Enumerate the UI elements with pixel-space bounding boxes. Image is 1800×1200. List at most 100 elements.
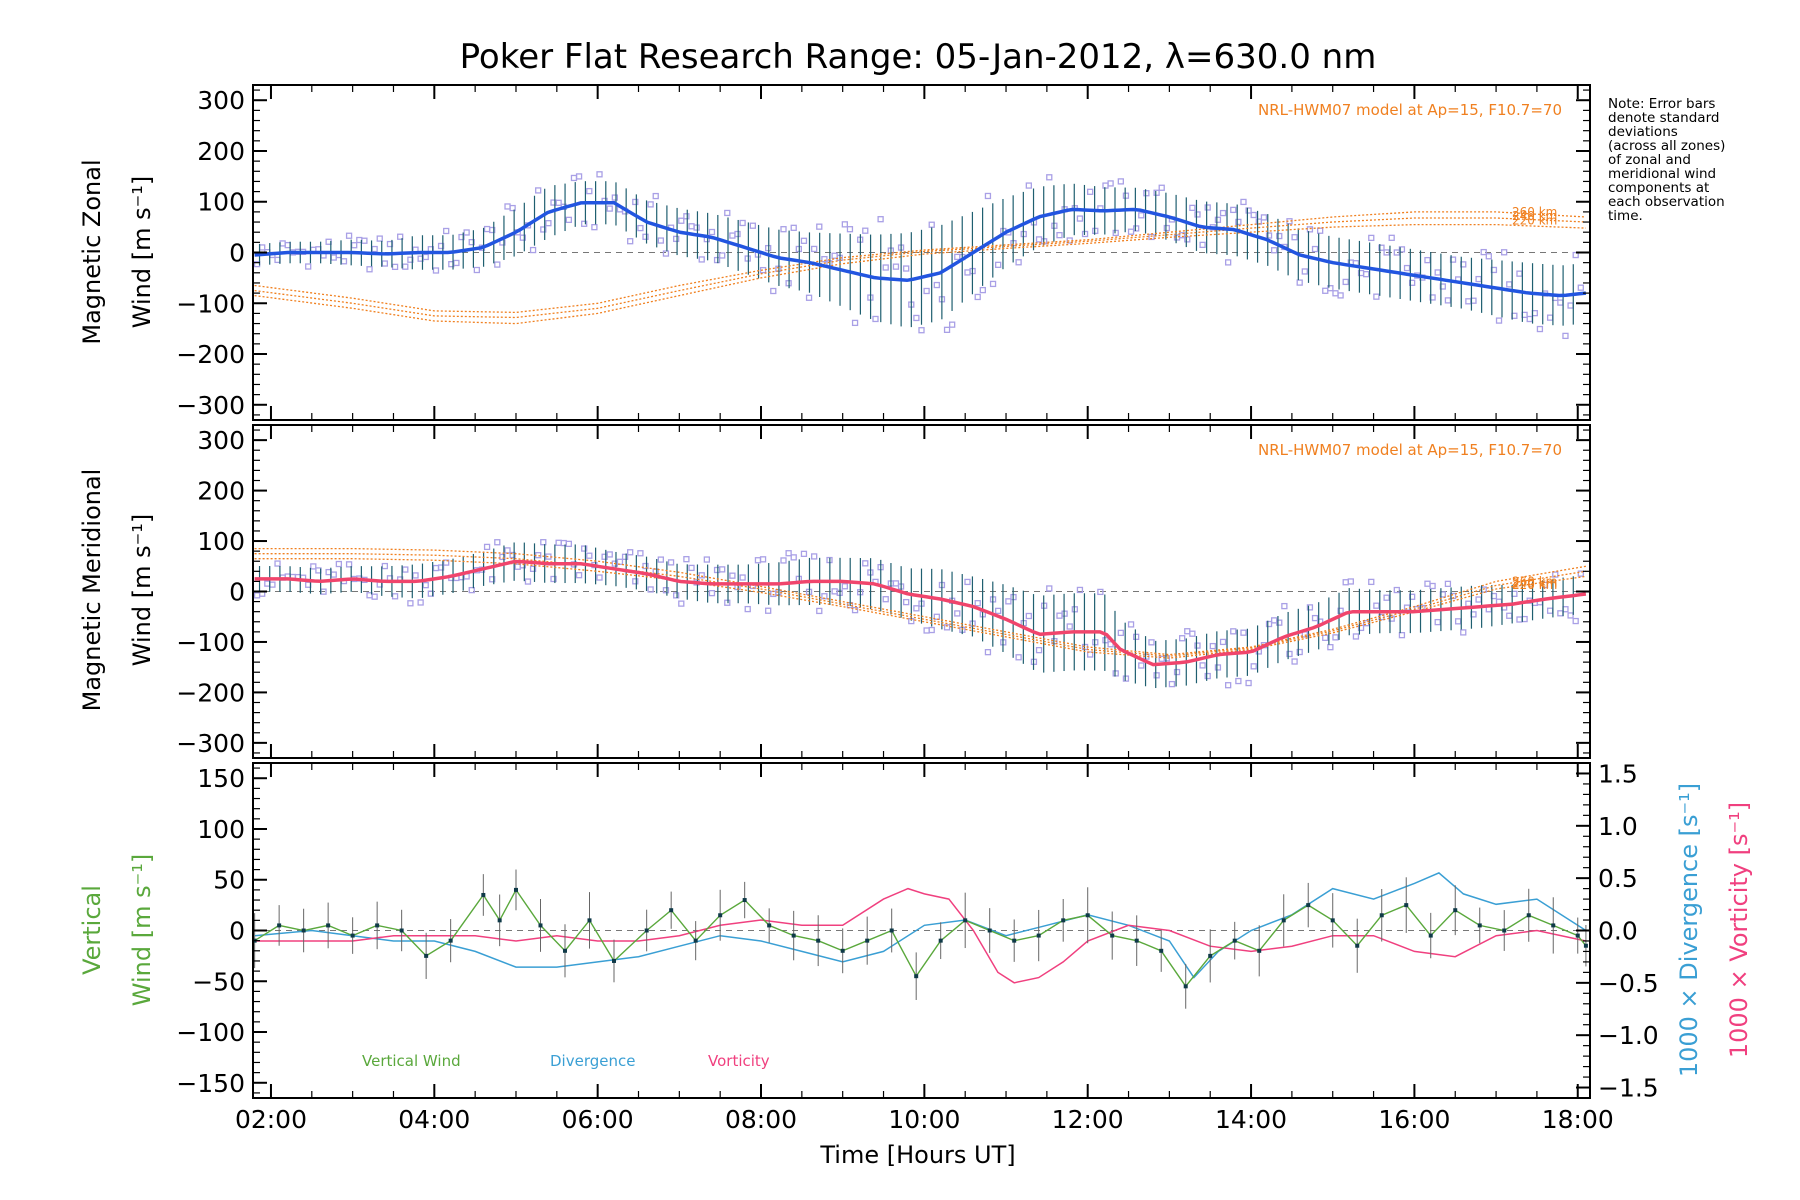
zone-sample-marker (713, 566, 721, 574)
vertical-wind-point (1012, 938, 1017, 943)
right-y-tick-label: 1.5 (1598, 759, 1638, 788)
zone-sample-marker (943, 326, 951, 333)
model-altitude-label: 220 km (1512, 578, 1557, 592)
zone-sample-marker (1265, 232, 1273, 239)
vertical-wind-point (914, 974, 919, 979)
zone-sample-marker (1306, 226, 1314, 233)
zone-sample-marker (1322, 634, 1329, 641)
zone-sample-marker (974, 293, 981, 301)
vertical-wind-point (1036, 933, 1041, 938)
zone-sample-marker (1219, 638, 1227, 646)
zone-sample-marker (1577, 570, 1584, 577)
zone-sample-marker (780, 226, 787, 233)
zone-sample-marker (1342, 579, 1349, 586)
zone-sample-marker (529, 565, 537, 573)
y-tick-label: 200 (197, 137, 245, 166)
zone-sample-marker (1516, 616, 1523, 623)
zone-sample-marker (575, 572, 583, 579)
vertical-wind-point (513, 887, 518, 892)
zone-sample-marker (519, 234, 527, 241)
y-tick-label: −50 (192, 967, 245, 996)
zone-sample-marker (1546, 607, 1554, 614)
legend-divergence: Divergence (550, 1052, 635, 1070)
zone-sample-marker (1204, 672, 1211, 680)
zone-sample-marker (1536, 325, 1544, 333)
zone-sample-marker (529, 246, 537, 254)
zone-sample-marker (1173, 668, 1181, 676)
y-tick-label: 150 (197, 764, 245, 793)
zone-sample-marker (719, 566, 726, 573)
chart-title: Poker Flat Research Range: 05-Jan-2012, … (460, 37, 1377, 77)
model-altitude-label: 260 km (1512, 205, 1557, 219)
note-line: components at (1608, 180, 1709, 196)
right-y-tick-label: −1.0 (1598, 1021, 1659, 1050)
zone-sample-marker (1112, 670, 1119, 677)
zone-sample-marker (555, 199, 562, 206)
zone-sample-marker (1403, 264, 1411, 272)
zone-sample-marker (816, 223, 823, 230)
zone-sample-marker (621, 553, 629, 560)
vertical-wind-point (791, 933, 796, 938)
zone-sample-marker (800, 237, 808, 244)
zone-sample-marker (417, 599, 424, 606)
zone-sample-marker (540, 226, 547, 233)
zone-sample-marker (759, 556, 767, 563)
vertical-wind-point (693, 938, 698, 943)
zone-sample-marker (483, 225, 491, 233)
zone-sample-marker (489, 576, 496, 583)
vertical-wind-point (424, 953, 429, 958)
zone-sample-marker (918, 327, 925, 334)
zone-sample-marker (1552, 571, 1559, 578)
zone-sample-marker (264, 580, 271, 587)
vertical-wind-point (448, 938, 453, 943)
zone-sample-marker (995, 261, 1002, 268)
zone-sample-marker (954, 610, 961, 617)
zone-sample-marker (473, 266, 481, 274)
zone-sample-marker (1337, 292, 1344, 299)
zone-sample-marker (1306, 604, 1314, 611)
zone-sample-marker (1265, 620, 1273, 628)
note-line: (across all zones) (1608, 138, 1725, 154)
right-y-tick-label: −0.5 (1598, 969, 1659, 998)
zone-sample-marker (821, 256, 828, 263)
zone-sample-marker (1506, 612, 1513, 619)
zone-sample-marker (606, 205, 613, 212)
zone-sample-marker (1117, 629, 1124, 637)
zone-sample-marker (371, 245, 378, 253)
zone-sample-marker (330, 571, 337, 578)
model-altitude-label: 220 km (1512, 214, 1557, 228)
zone-sample-marker (1398, 631, 1406, 639)
zone-sample-marker (1225, 682, 1232, 689)
vertical-wind-point (538, 923, 543, 928)
note-line: each observation (1608, 194, 1725, 210)
zone-sample-marker (1235, 218, 1242, 226)
zone-sample-marker (1168, 680, 1176, 688)
zone-sample-marker (1562, 606, 1569, 613)
zone-sample-marker (1015, 259, 1022, 266)
x-tick-label: 12:00 (1052, 1105, 1124, 1134)
zone-sample-marker (1546, 314, 1554, 321)
y-tick-label: 0 (229, 578, 245, 607)
zone-sample-marker (504, 547, 511, 554)
model-altitude-label: 240 km (1512, 209, 1557, 223)
y-tick-label: 0 (229, 239, 245, 268)
zone-sample-marker (565, 216, 572, 224)
zone-sample-marker (1245, 207, 1252, 214)
zone-sample-marker (1046, 174, 1053, 181)
zone-sample-marker (1271, 617, 1278, 624)
zone-sample-marker (1066, 623, 1073, 630)
zone-sample-marker (1567, 612, 1574, 619)
zone-sample-marker (1081, 230, 1089, 238)
zone-sample-marker (1005, 598, 1012, 605)
vertical-wind-point (963, 918, 968, 923)
divergence-line (254, 872, 1587, 979)
zone-sample-marker (376, 235, 383, 242)
zone-sample-marker (724, 209, 731, 217)
zone-sample-marker (545, 220, 552, 227)
zone-sample-marker (1163, 224, 1170, 232)
model-curve-220km (254, 223, 1586, 325)
zone-sample-marker (770, 287, 777, 295)
zone-sample-marker (1025, 612, 1032, 620)
vertical-ylabel-line2: Wind [m s⁻¹] (128, 854, 156, 1006)
zone-sample-marker (1311, 245, 1319, 253)
